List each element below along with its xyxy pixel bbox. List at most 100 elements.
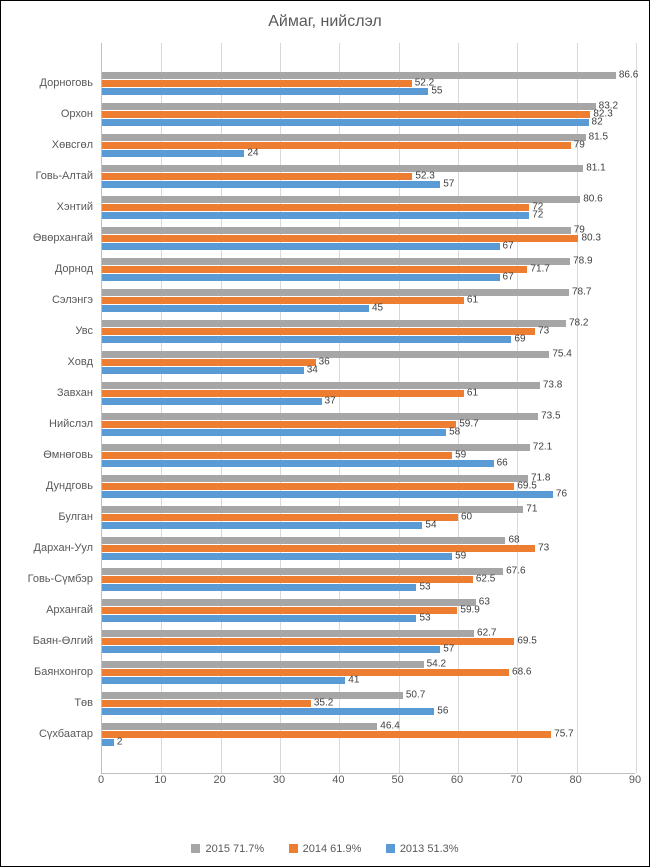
bar [102, 661, 424, 668]
bar [102, 491, 553, 498]
category-label: Сэлэнгэ [52, 294, 93, 306]
category-label: Говь-Алтай [35, 170, 93, 182]
legend-label-2013: 2013 51.3% [400, 843, 459, 855]
bar-value-label: 34 [307, 365, 318, 376]
x-tick-label: 40 [332, 774, 344, 786]
category-label: Хөвсгөл [52, 139, 93, 151]
bar [102, 165, 583, 172]
x-tick-label: 80 [570, 774, 582, 786]
legend-swatch-2014 [289, 844, 298, 853]
bar-value-label: 80.3 [581, 233, 600, 244]
category-label: Булган [58, 511, 93, 523]
bar [102, 103, 596, 110]
bar-value-label: 67 [503, 272, 514, 283]
bar [102, 173, 412, 180]
category-label: Дорнод [55, 263, 93, 275]
bar-value-label: 73 [538, 326, 549, 337]
bar [102, 289, 569, 296]
bar-value-label: 45 [372, 303, 383, 314]
bar [102, 545, 535, 552]
bar [102, 142, 571, 149]
bar-value-label: 75.4 [552, 349, 571, 360]
bar [102, 227, 571, 234]
bar [102, 475, 528, 482]
category-label: Дундговь [46, 480, 93, 492]
bar-value-label: 78.9 [573, 256, 592, 267]
bar-value-label: 80.6 [583, 194, 602, 205]
bar-value-label: 59.9 [460, 605, 479, 616]
bar [102, 320, 566, 327]
x-tick-label: 50 [392, 774, 404, 786]
category-label: Увс [75, 325, 93, 337]
bar [102, 576, 473, 583]
bar [102, 514, 458, 521]
bar-value-label: 56 [437, 706, 448, 717]
bar [102, 88, 428, 95]
bar-value-label: 62.5 [476, 574, 495, 585]
category-label: Ховд [68, 356, 93, 368]
category-label: Завхан [57, 387, 93, 399]
bar [102, 669, 509, 676]
category-label: Архангай [46, 604, 93, 616]
legend-item-2013: 2013 51.3% [386, 843, 459, 855]
gridline [636, 43, 637, 773]
bar-value-label: 37 [325, 396, 336, 407]
chart-area: 86.652.25583.282.38281.5792481.152.35780… [11, 43, 639, 798]
bar-value-label: 73 [538, 543, 549, 554]
bar-value-label: 2 [117, 737, 123, 748]
bar [102, 266, 527, 273]
plot-area: 86.652.25583.282.38281.5792481.152.35780… [101, 43, 635, 774]
bar-value-label: 41 [348, 675, 359, 686]
bar [102, 72, 616, 79]
bar-value-label: 78.2 [569, 318, 588, 329]
category-label: Баян-Өлгий [33, 635, 93, 647]
x-tick-label: 10 [154, 774, 166, 786]
bar [102, 599, 476, 606]
category-label: Орхон [61, 108, 93, 120]
bar-value-label: 73.8 [543, 380, 562, 391]
category-label: Өвөрхангай [33, 232, 93, 244]
x-tick-label: 60 [451, 774, 463, 786]
legend-swatch-2015 [191, 844, 200, 853]
bar [102, 367, 304, 374]
chart-title: Аймаг, нийслэл [11, 13, 639, 31]
bar [102, 677, 345, 684]
bar [102, 692, 403, 699]
bar [102, 134, 586, 141]
bar-value-label: 58 [449, 427, 460, 438]
bar-value-label: 57 [443, 179, 454, 190]
bar [102, 204, 529, 211]
bar [102, 452, 452, 459]
legend-label-2015: 2015 71.7% [205, 843, 264, 855]
bar-value-label: 61 [467, 295, 478, 306]
bar-value-label: 69.5 [517, 636, 536, 647]
category-label: Өмнөговь [43, 449, 93, 461]
category-label: Говь-Сүмбэр [28, 573, 93, 585]
legend-label-2014: 2014 61.9% [303, 843, 362, 855]
bar [102, 646, 440, 653]
bar-value-label: 81.1 [586, 163, 605, 174]
bar [102, 522, 422, 529]
bar [102, 274, 500, 281]
bar [102, 607, 457, 614]
category-label: Төв [74, 697, 93, 709]
bar [102, 328, 535, 335]
bar [102, 421, 456, 428]
category-label: Баянхонгор [34, 666, 93, 678]
bar-value-label: 68.6 [512, 667, 531, 678]
bar [102, 150, 244, 157]
legend-item-2015: 2015 71.7% [191, 843, 264, 855]
bar-value-label: 78.7 [572, 287, 591, 298]
bar [102, 553, 452, 560]
bar-value-label: 63 [479, 597, 490, 608]
bar-value-label: 73.5 [541, 411, 560, 422]
bar-value-label: 54 [425, 520, 436, 531]
x-tick-label: 90 [629, 774, 641, 786]
x-tick-label: 30 [273, 774, 285, 786]
bar-value-label: 76 [556, 489, 567, 500]
y-axis-labels: ДорноговьОрхонХөвсгөлГовь-АлтайХэнтийӨвө… [11, 43, 97, 774]
bar-value-label: 79 [574, 140, 585, 151]
bar-value-label: 59.7 [459, 419, 478, 430]
bar-value-label: 82 [592, 117, 603, 128]
bar-value-label: 50.7 [406, 690, 425, 701]
